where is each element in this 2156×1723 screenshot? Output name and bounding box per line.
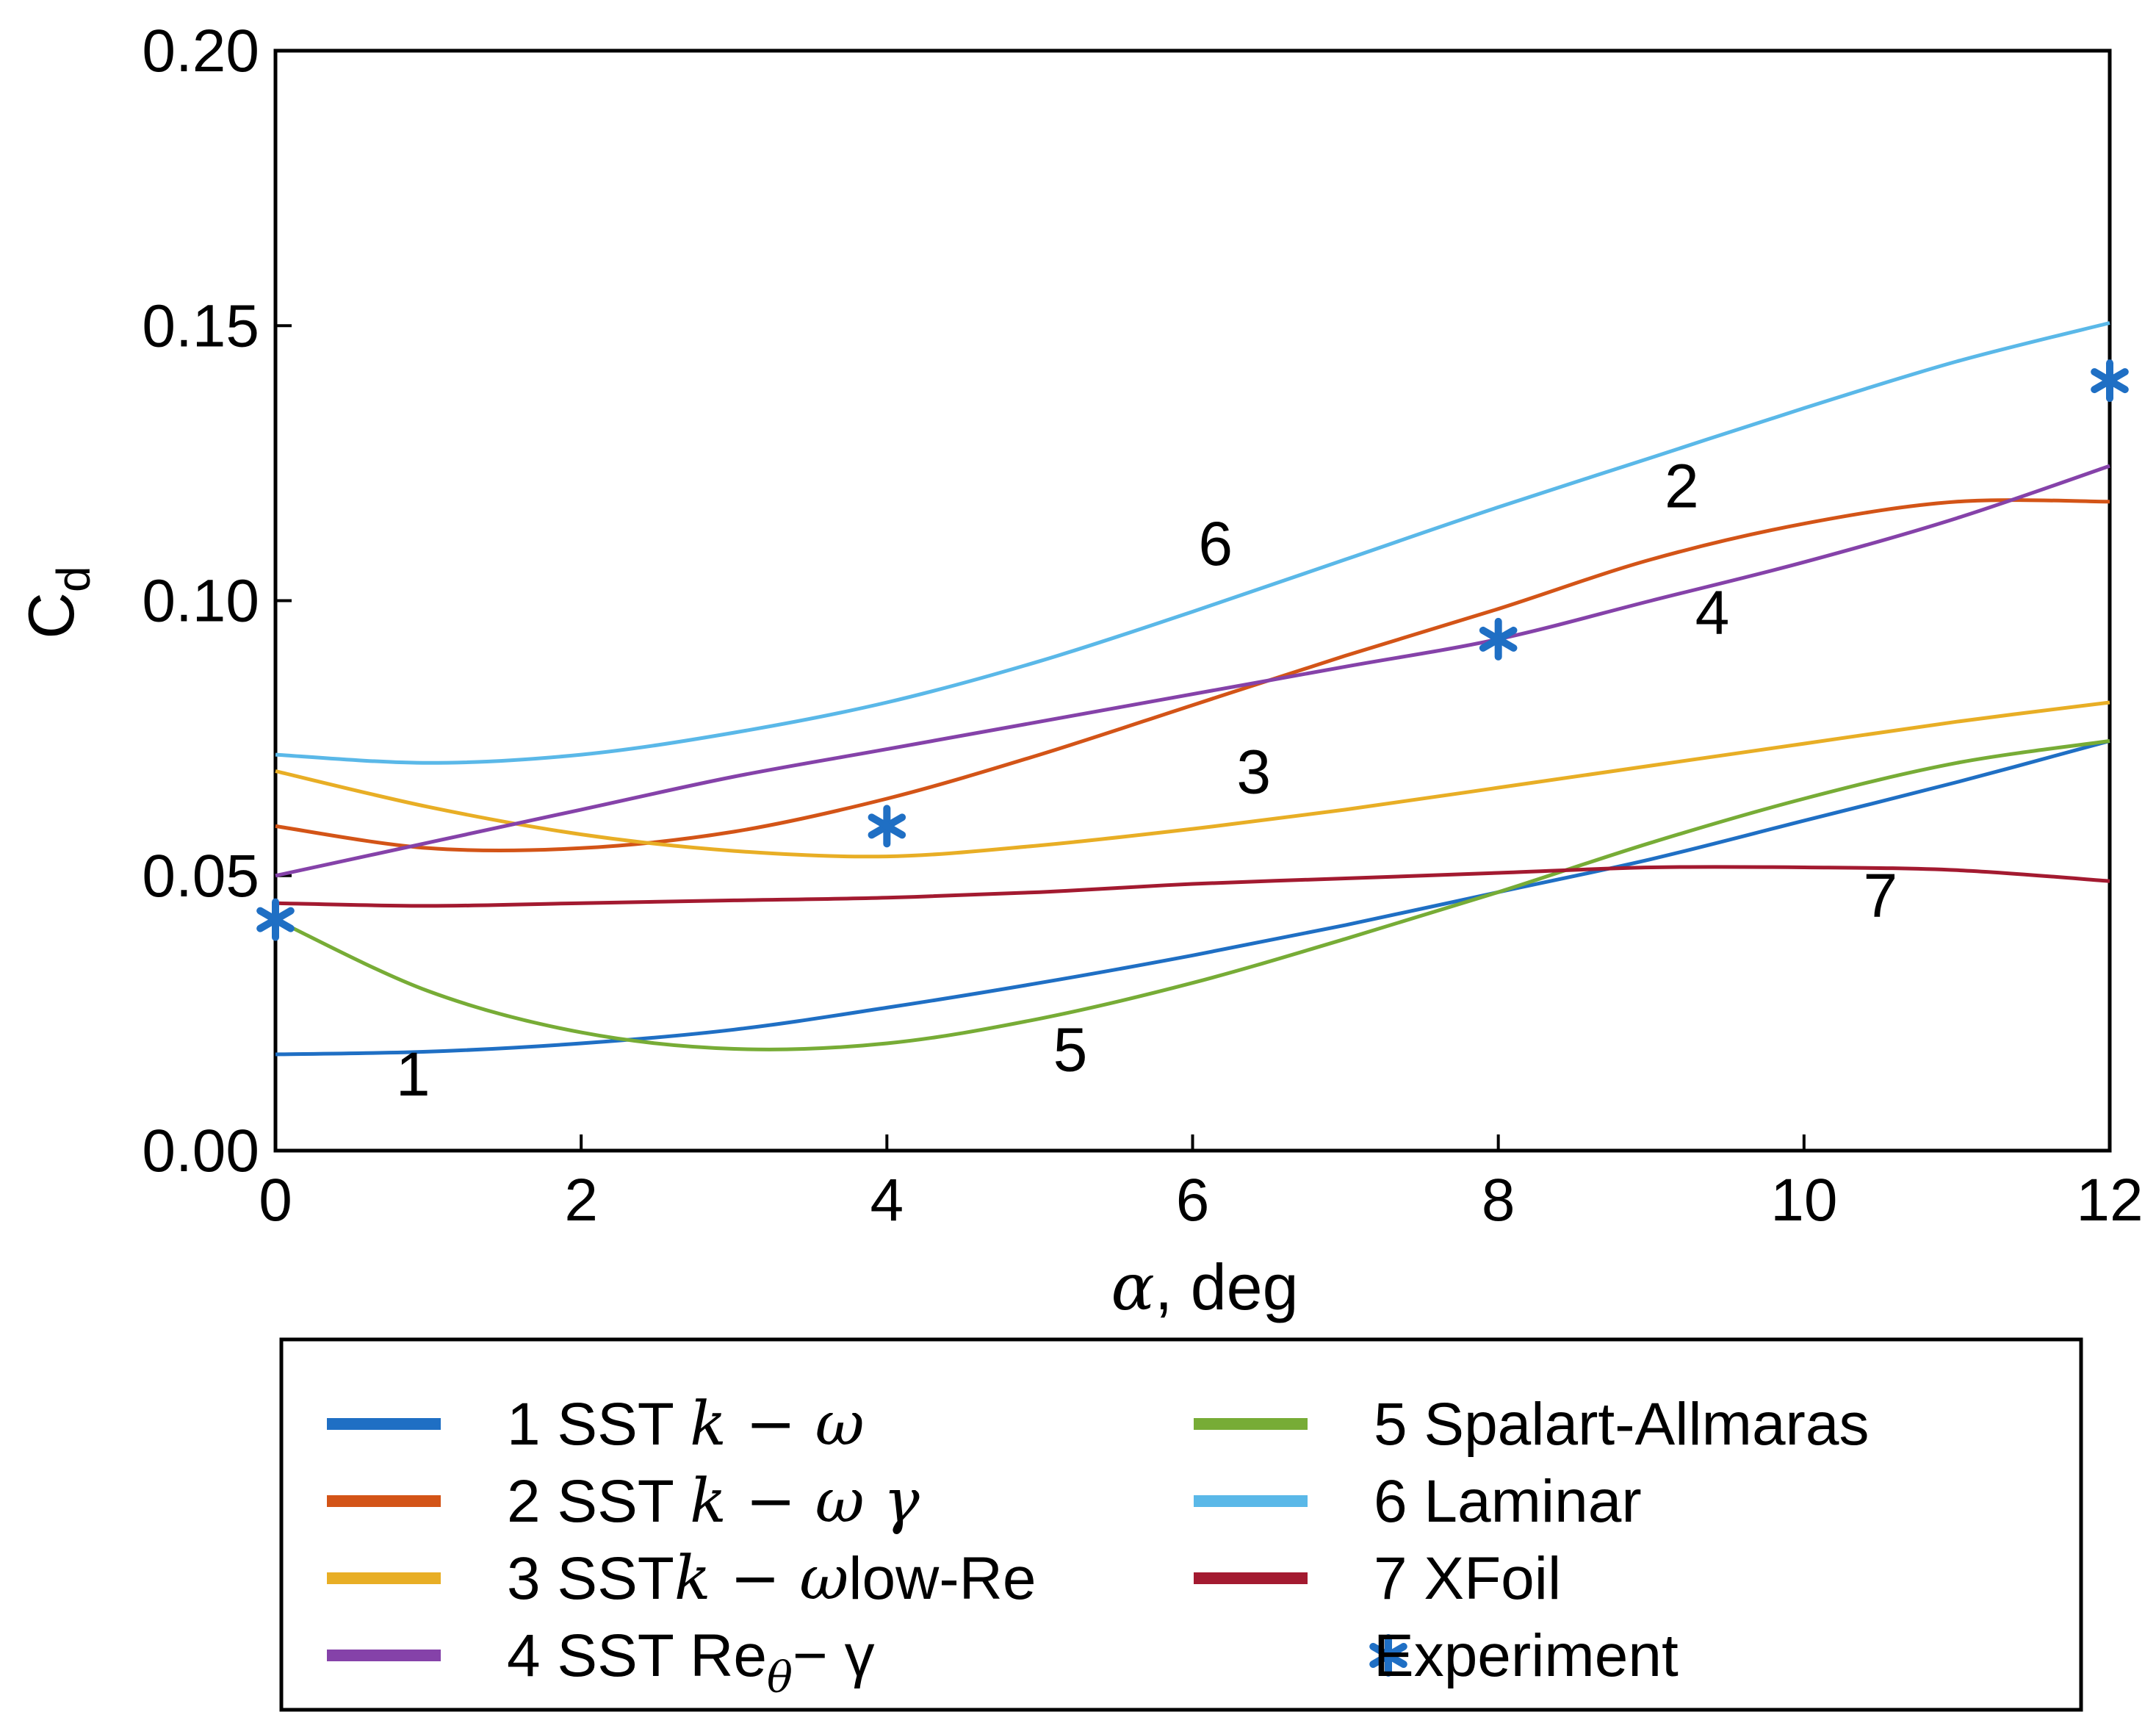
legend-entry-4: 4 SST Reθ− γ [327,1622,875,1702]
series-line-6 [275,321,2110,765]
x-tick-label: 8 [1482,1167,1515,1234]
series-line-2 [275,498,2110,853]
x-tick-label: 6 [1176,1167,1210,1234]
legend-entry-experiment: Experiment [1369,1622,1679,1689]
legend-label-7: 7 XFoil [1374,1545,1561,1612]
legend-entry-2: 2 SST k − ω γ [327,1467,920,1536]
series-line-4 [275,464,2110,878]
curve-label-7: 7 [1864,861,1898,930]
curve-label-6: 6 [1198,509,1233,578]
x-tick-label: 0 [259,1167,292,1234]
series-line-7 [275,865,2110,908]
experiment-markers [256,359,2129,941]
x-tick-label: 4 [870,1167,904,1234]
series-line-5 [274,738,2110,1051]
y-tick-label: 0.15 [142,292,259,359]
experiment-point [868,805,906,848]
curve-label-5: 5 [1053,1015,1088,1084]
curve-label-1: 1 [396,1040,430,1109]
experiment-point [1479,617,1518,661]
y-tick-label: 0.10 [142,568,259,635]
legend: 1 SST k − ω 2 SST k − ω γ 3 SSTk − ωlow-Re… [279,1337,2083,1712]
legend-entry-1: 1 SST k − ω [327,1389,865,1459]
experiment-point [2091,359,2129,403]
curve-label-4: 4 [1695,578,1730,647]
legend-label-2: 2 SST k − ω γ [507,1467,920,1536]
y-tick-label: 0.20 [142,18,259,84]
x-axis-title: α, deg [1111,1249,1298,1325]
axes: 0 2 4 6 8 10 120.000.050.100.150.20 [142,18,2143,1234]
legend-entry-6: 6 Laminar [1194,1468,1642,1535]
series-layer [274,321,2110,1057]
legend-label-4: 4 SST Reθ− γ [507,1622,875,1702]
legend-label-6: 6 Laminar [1374,1468,1642,1535]
curve-labels: 1 2 3 4 5 6 7 [396,451,1897,1109]
legend-entry-7: 7 XFoil [1194,1545,1561,1612]
y-tick-label: 0.00 [142,1118,259,1184]
legend-entry-3: 3 SSTk − ωlow-Re [327,1544,1036,1614]
plot-frame [273,48,2112,1153]
x-tick-label: 10 [1770,1167,1837,1234]
legend-experiment-marker [1369,1634,1407,1677]
series-line-3 [275,700,2110,859]
svg-text:Cd: Cd [15,566,100,639]
y-tick-label: 0.05 [142,843,259,910]
experiment-point [256,898,295,941]
legend-entry-5: 5 Spalart-Allmaras [1194,1391,1869,1458]
legend-box [279,1337,2083,1712]
y-axis-title: Cd [15,566,100,639]
x-tick-label: 2 [564,1167,598,1234]
legend-label-3: 3 SSTk − ωlow-Re [507,1544,1036,1614]
curve-label-3: 3 [1236,737,1271,806]
series-line-1 [275,738,2110,1057]
legend-label-1: 1 SST k − ω [507,1389,865,1459]
legend-label-5: 5 Spalart-Allmaras [1374,1391,1869,1458]
legend-label-experiment: Experiment [1374,1622,1679,1689]
curve-label-2: 2 [1665,451,1699,520]
x-tick-label: 12 [2076,1167,2143,1234]
